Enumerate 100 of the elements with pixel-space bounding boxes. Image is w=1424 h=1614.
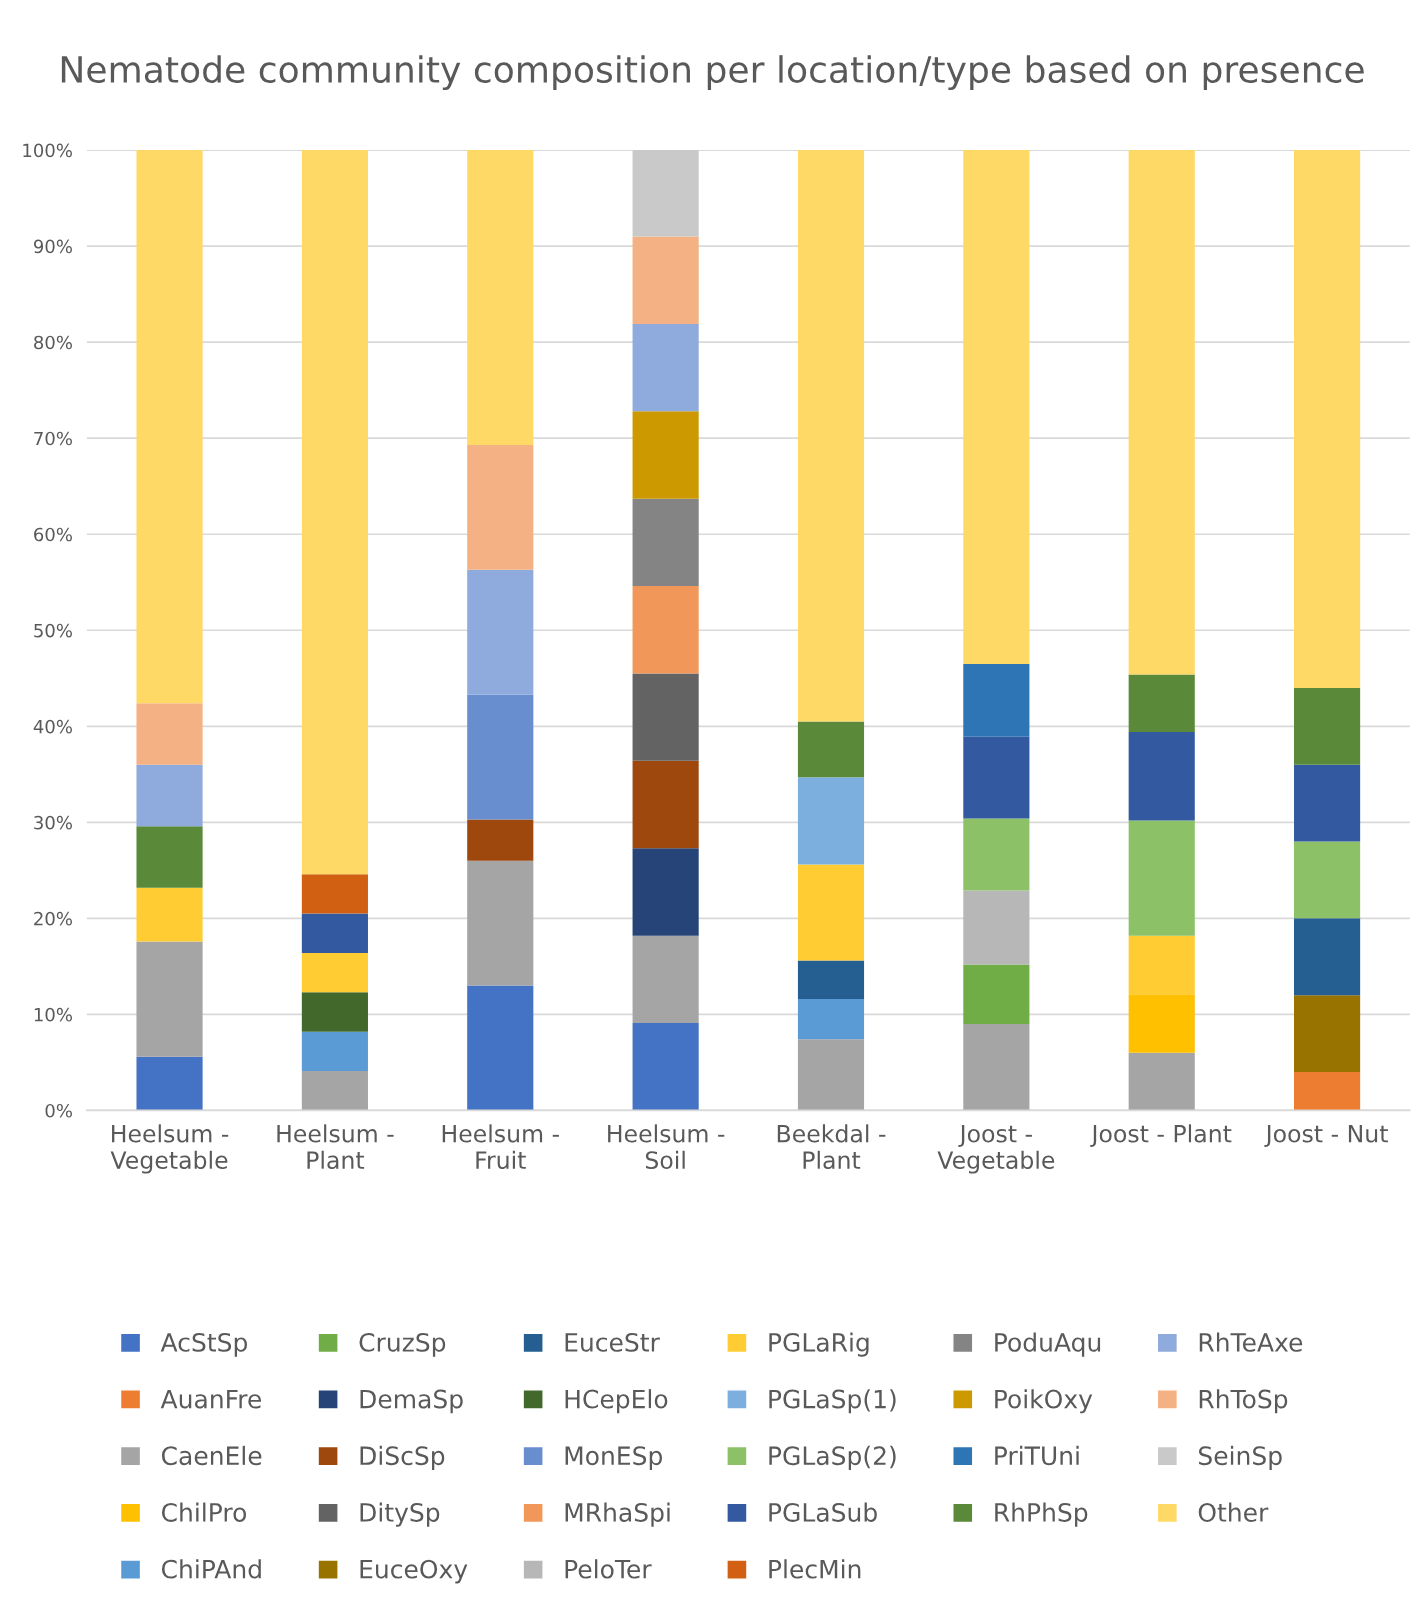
bar: [136, 150, 203, 704]
bar: [301, 992, 368, 1032]
bar: [1128, 1052, 1195, 1111]
y-tick-label: 20%: [34, 911, 72, 926]
legend-label: MRhaSpi: [565, 1502, 670, 1527]
bar: [467, 444, 534, 570]
bar: [301, 913, 368, 953]
legend-label: PlecMin: [769, 1559, 861, 1579]
legend-label: EuceStr: [565, 1332, 660, 1352]
bar: [797, 1039, 865, 1111]
legend-label: PriTUni: [995, 1445, 1079, 1466]
x-tick-label: Heelsum - Plant: [277, 1124, 394, 1170]
bar: [797, 721, 865, 778]
legend-label: EuceOxy: [360, 1559, 468, 1584]
legend-label: DemaSp: [360, 1389, 463, 1414]
bar: [797, 150, 865, 722]
bar: [136, 887, 203, 942]
bar: [632, 1023, 699, 1111]
legend-label: PoikOxy: [995, 1389, 1093, 1414]
bar: [1294, 764, 1361, 842]
y-tick-label: 90%: [33, 239, 72, 254]
bar: [1128, 150, 1195, 675]
bar: [1294, 1072, 1361, 1111]
bar: [136, 764, 203, 827]
legend-label: PoduAqu: [995, 1332, 1101, 1357]
y-tick-label: 40%: [33, 719, 72, 734]
x-tick-label: Heelsum - Soil: [608, 1124, 725, 1170]
bar: [632, 411, 699, 499]
legend-label: CaenEle: [161, 1445, 262, 1466]
legend-label: SeinSp: [1198, 1445, 1282, 1471]
bar: [632, 323, 699, 412]
y-tick-label: 0%: [45, 1103, 72, 1118]
bar: [632, 150, 699, 237]
legend-label: AcStSp: [160, 1332, 247, 1357]
bar: [1128, 820, 1195, 936]
bar: [1294, 918, 1361, 996]
legend-label: RhPhSp: [995, 1502, 1088, 1527]
legend-label: PGLaRig: [769, 1332, 869, 1357]
bar: [301, 874, 368, 914]
x-tick-label: Heelsum - Fruit: [442, 1124, 559, 1170]
bar: [632, 586, 699, 674]
legend-label: PGLaSub: [769, 1502, 877, 1522]
legend-label: CruzSp: [359, 1332, 446, 1357]
legend-label: ChilPro: [161, 1502, 247, 1522]
bar: [963, 890, 1030, 965]
bar: [467, 860, 534, 986]
bar: [136, 826, 203, 888]
bar: [797, 999, 865, 1040]
bar: [963, 150, 1030, 664]
bar: [301, 952, 368, 993]
y-tick-label: 10%: [34, 1007, 72, 1022]
x-tick-label: Joost - Vegetable: [937, 1125, 1055, 1174]
y-tick-label: 30%: [34, 815, 72, 830]
y-tick-label: 80%: [34, 335, 72, 350]
y-tick-label: 100%: [23, 143, 72, 158]
bar: [797, 960, 865, 1000]
bar: [136, 941, 203, 1057]
legend-label: RhToSp: [1199, 1389, 1288, 1414]
bar: [797, 777, 865, 865]
bar: [1128, 732, 1195, 821]
x-tick-label: Beekdal - Plant: [777, 1124, 886, 1170]
y-tick-label: 60%: [34, 527, 72, 542]
bar: [632, 760, 699, 849]
legend-label: PGLaSp(2): [769, 1445, 896, 1471]
bar: [963, 818, 1030, 891]
legend-label: MonESp: [565, 1446, 663, 1471]
bar: [136, 703, 203, 765]
legend-label: DitySp: [360, 1502, 440, 1527]
x-tick-label: Joost - Plant: [1090, 1124, 1232, 1147]
y-tick-label: 50%: [34, 623, 72, 638]
bar: [467, 819, 534, 861]
legend-label: DiScSp: [360, 1445, 445, 1471]
legend-label: HCepElo: [565, 1389, 668, 1414]
chart-title: Nematode community composition per location/type based on presence: [61, 55, 1364, 91]
bar: [1294, 841, 1361, 919]
bar: [1128, 935, 1195, 995]
legend-label: Other: [1198, 1502, 1269, 1522]
bar: [136, 1056, 203, 1111]
bar: [632, 848, 699, 936]
bar: [963, 663, 1030, 737]
legend-label: PeloTer: [565, 1559, 652, 1579]
bar: [632, 498, 699, 587]
legend-label: ChiPAnd: [161, 1559, 261, 1579]
bar: [301, 150, 368, 875]
bar: [301, 1031, 368, 1072]
bar: [467, 985, 534, 1111]
x-tick-label: Joost - Nut: [1264, 1125, 1388, 1147]
bar: [1294, 995, 1361, 1073]
legend-label: AuanFre: [160, 1389, 261, 1409]
bar: [632, 673, 699, 761]
bar: [797, 864, 865, 961]
bar: [963, 736, 1030, 819]
bar: [1128, 994, 1195, 1053]
legend-label: PGLaSp(1): [769, 1389, 896, 1414]
bar: [632, 935, 699, 1024]
bar: [1294, 687, 1361, 765]
bar: [467, 150, 534, 445]
bar: [467, 694, 534, 820]
bar: [632, 236, 699, 324]
bar: [963, 964, 1030, 1024]
